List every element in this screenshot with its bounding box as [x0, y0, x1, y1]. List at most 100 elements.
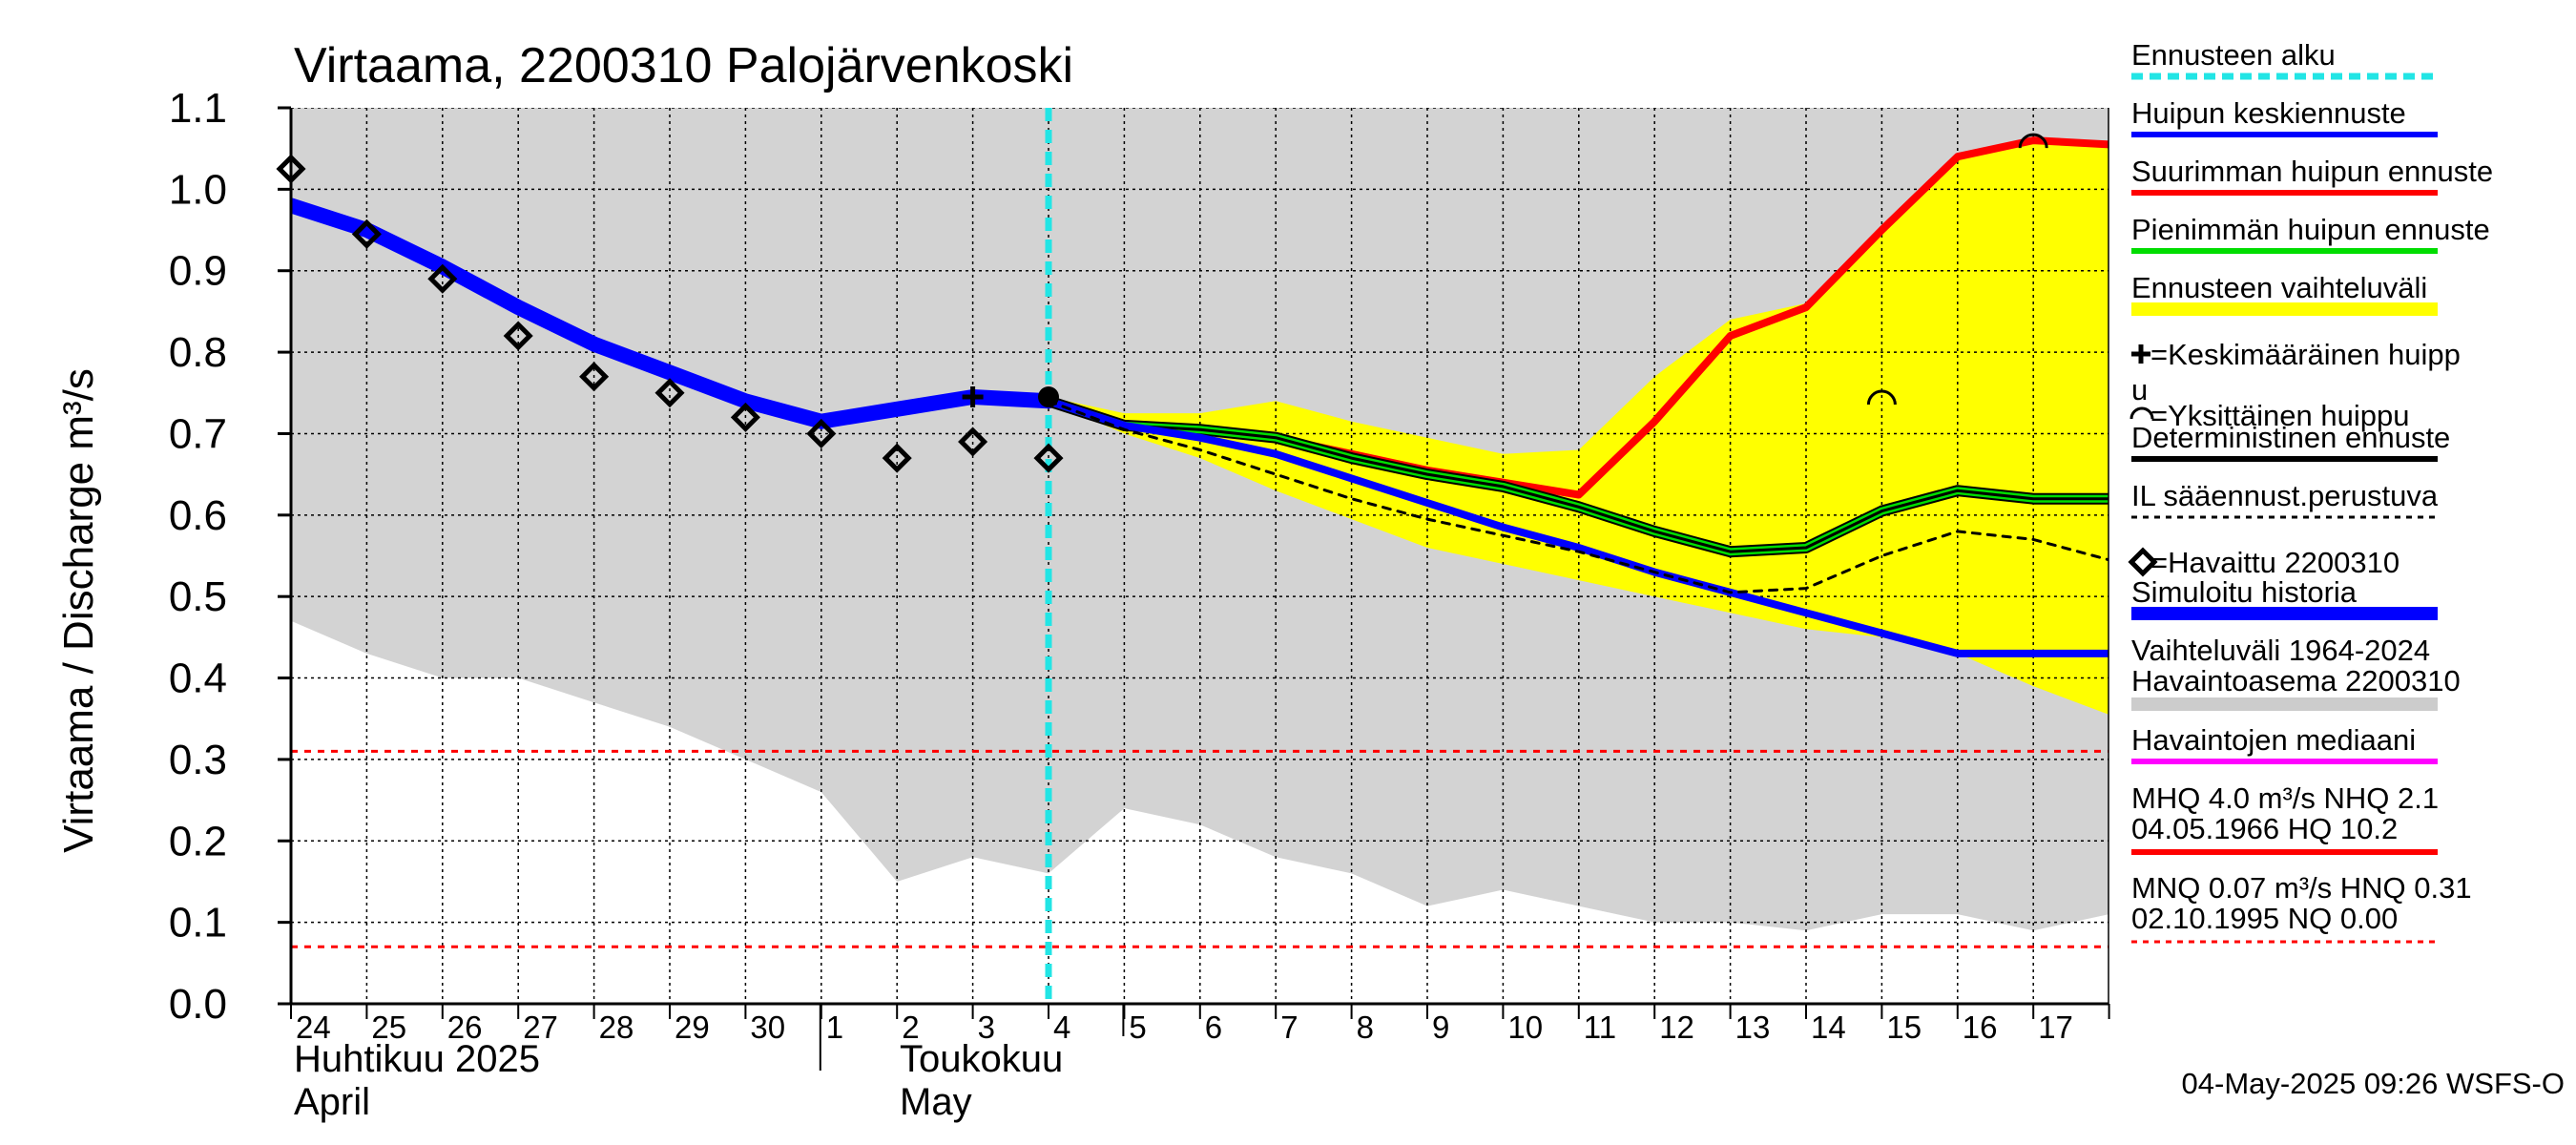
legend-label-2: Havaintoasema 2200310: [2131, 664, 2461, 697]
month-label-april-fi: Huhtikuu 2025: [294, 1038, 540, 1080]
x-tick-label: 9: [1432, 1010, 1449, 1045]
x-tick-label: 12: [1659, 1010, 1694, 1045]
observed-point: [503, 321, 533, 351]
y-tick-label: 0.9: [169, 248, 227, 295]
y-tick-label: 0.2: [169, 818, 227, 864]
mean-peak-marker: [962, 386, 984, 408]
x-tick-label: 7: [1280, 1010, 1298, 1045]
legend-item: Huipun keskiennuste: [2131, 96, 2438, 137]
x-tick-label: 30: [750, 1010, 785, 1045]
y-tick-label: 1.0: [169, 166, 227, 213]
legend-item: Havaintojen mediaani: [2131, 723, 2438, 764]
legend-item: Ennusteen alku: [2131, 38, 2438, 80]
month-label-may-fi: Toukokuu: [900, 1038, 1063, 1080]
y-tick-label: 0.6: [169, 492, 227, 539]
x-tick-label: 29: [675, 1010, 710, 1045]
observed-point: [579, 362, 610, 392]
footer-timestamp: 04-May-2025 09:26 WSFS-O: [2182, 1067, 2565, 1100]
legend-diamond-icon: [2128, 547, 2158, 577]
legend-label: Pienimmän huipun ennuste: [2131, 213, 2490, 246]
y-tick-label: 0.8: [169, 329, 227, 376]
observed-point: [351, 219, 382, 249]
legend-item: =Keskimääräinen huippu: [2131, 338, 2461, 406]
y-tick-label: 0.1: [169, 900, 227, 947]
legend-label: =Yksittäinen huippu: [2150, 399, 2409, 432]
legend-label: Ennusteen alku: [2131, 38, 2336, 72]
legend-label: IL sääennust.perustuva: [2131, 479, 2439, 512]
legend-label: MNQ 0.07 m³/s HNQ 0.31: [2131, 871, 2472, 905]
x-tick-label: 8: [1357, 1010, 1374, 1045]
legend-item: Deterministinen ennuste: [2131, 421, 2450, 462]
legend-label: Havaintojen mediaani: [2131, 723, 2416, 757]
legend-label-2: 02.10.1995 NQ 0.00: [2131, 902, 2398, 935]
x-tick-label: 6: [1205, 1010, 1222, 1045]
x-tick-label: 25: [371, 1010, 406, 1045]
plot-content: [291, 108, 2109, 1004]
axes: 0.0 0.1 0.2 0.3 0.4 0.5 0.6 0.7 0.8 0.9 1.0 1.1 24 25…: [169, 85, 2110, 1123]
x-tick-label: 16: [1963, 1010, 1998, 1045]
legend-plus-icon: [2131, 344, 2150, 364]
observed-point: [806, 418, 837, 448]
legend-label: MHQ 4.0 m³/s NHQ 2.1: [2131, 781, 2439, 815]
legend-item: =Yksittäinen huippu: [2129, 399, 2409, 432]
legend-label: Suurimman huipun ennuste: [2131, 155, 2493, 188]
legend-label: Huipun keskiennuste: [2131, 96, 2406, 130]
x-tick-label: 27: [523, 1010, 558, 1045]
y-tick-label: 0.5: [169, 573, 227, 620]
x-tick-label: 24: [296, 1010, 331, 1045]
series-line: [1047, 399, 2109, 553]
legend-item: Simuloitu historia: [2131, 575, 2438, 620]
observed-point: [654, 378, 685, 408]
y-tick-label: 0.4: [169, 656, 227, 702]
legend-item: Ennusteen vaihteluväli: [2131, 271, 2438, 316]
x-tick-label: 5: [1129, 1010, 1146, 1045]
x-tick-label: 3: [978, 1010, 995, 1045]
y-tick-label: 0.3: [169, 737, 227, 783]
x-tick-label: 11: [1584, 1010, 1616, 1045]
observed-point: [730, 402, 760, 432]
legend-label-2: 04.05.1966 HQ 10.2: [2131, 812, 2398, 845]
x-tick-label: 15: [1886, 1010, 1922, 1045]
chart-title: Virtaama, 2200310 Palojärvenkoski: [294, 38, 1073, 94]
legend-item: Suurimman huipun ennuste: [2131, 155, 2493, 196]
month-label-april-en: April: [294, 1081, 370, 1123]
legend-item: Vaihteluväli 1964-2024 Havaintoasema 220…: [2131, 634, 2461, 711]
x-tick-label: 14: [1811, 1010, 1846, 1045]
y-tick-label: 0.0: [169, 981, 227, 1028]
y-axis-label: Virtaama / Discharge m³/s: [55, 368, 102, 853]
observed-point: [958, 427, 988, 457]
legend-label: =Havaittu 2200310: [2150, 546, 2399, 579]
x-tick-label: 1: [826, 1010, 843, 1045]
legend-label: =Keskimääräinen huipp: [2150, 338, 2461, 371]
x-tick-label: 28: [599, 1010, 634, 1045]
series-line: [1047, 399, 2109, 594]
y-tick-label: 0.7: [169, 410, 227, 457]
single-peak-marker: [1866, 389, 1897, 406]
observed-point: [427, 263, 458, 294]
legend-label: Simuloitu historia: [2131, 575, 2358, 609]
x-tick-label: 26: [447, 1010, 483, 1045]
legend-item: =Havaittu 2200310: [2128, 546, 2399, 579]
series-line: [1045, 397, 2109, 657]
legend-item: IL sääennust.perustuva: [2131, 479, 2439, 519]
single-peak-marker: [2018, 133, 2048, 149]
legend-label: Ennusteen vaihteluväli: [2131, 271, 2427, 304]
month-label-may-en: May: [900, 1081, 972, 1123]
observed-point: [882, 443, 912, 473]
x-tick-label: 17: [2038, 1010, 2073, 1045]
x-tick-label: 10: [1507, 1010, 1543, 1045]
legend-item: MHQ 4.0 m³/s NHQ 2.104.05.1966 HQ 10.2: [2131, 781, 2439, 855]
y-tick-label: 1.1: [169, 85, 227, 132]
plot-area: [276, 108, 2109, 1004]
legend-item: Pienimmän huipun ennuste: [2131, 213, 2490, 254]
legend: Ennusteen alku Huipun keskiennuste Suurimm…: [2128, 38, 2493, 944]
legend-arc-icon: [2129, 406, 2154, 420]
legend-label: Deterministinen ennuste: [2131, 421, 2450, 454]
legend-label: Vaihteluväli 1964-2024: [2131, 634, 2430, 667]
x-tick-label: 13: [1735, 1010, 1771, 1045]
observed-point: [1033, 443, 1064, 473]
legend-label-2: u: [2131, 373, 2148, 406]
x-tick-label: 4: [1053, 1010, 1070, 1045]
